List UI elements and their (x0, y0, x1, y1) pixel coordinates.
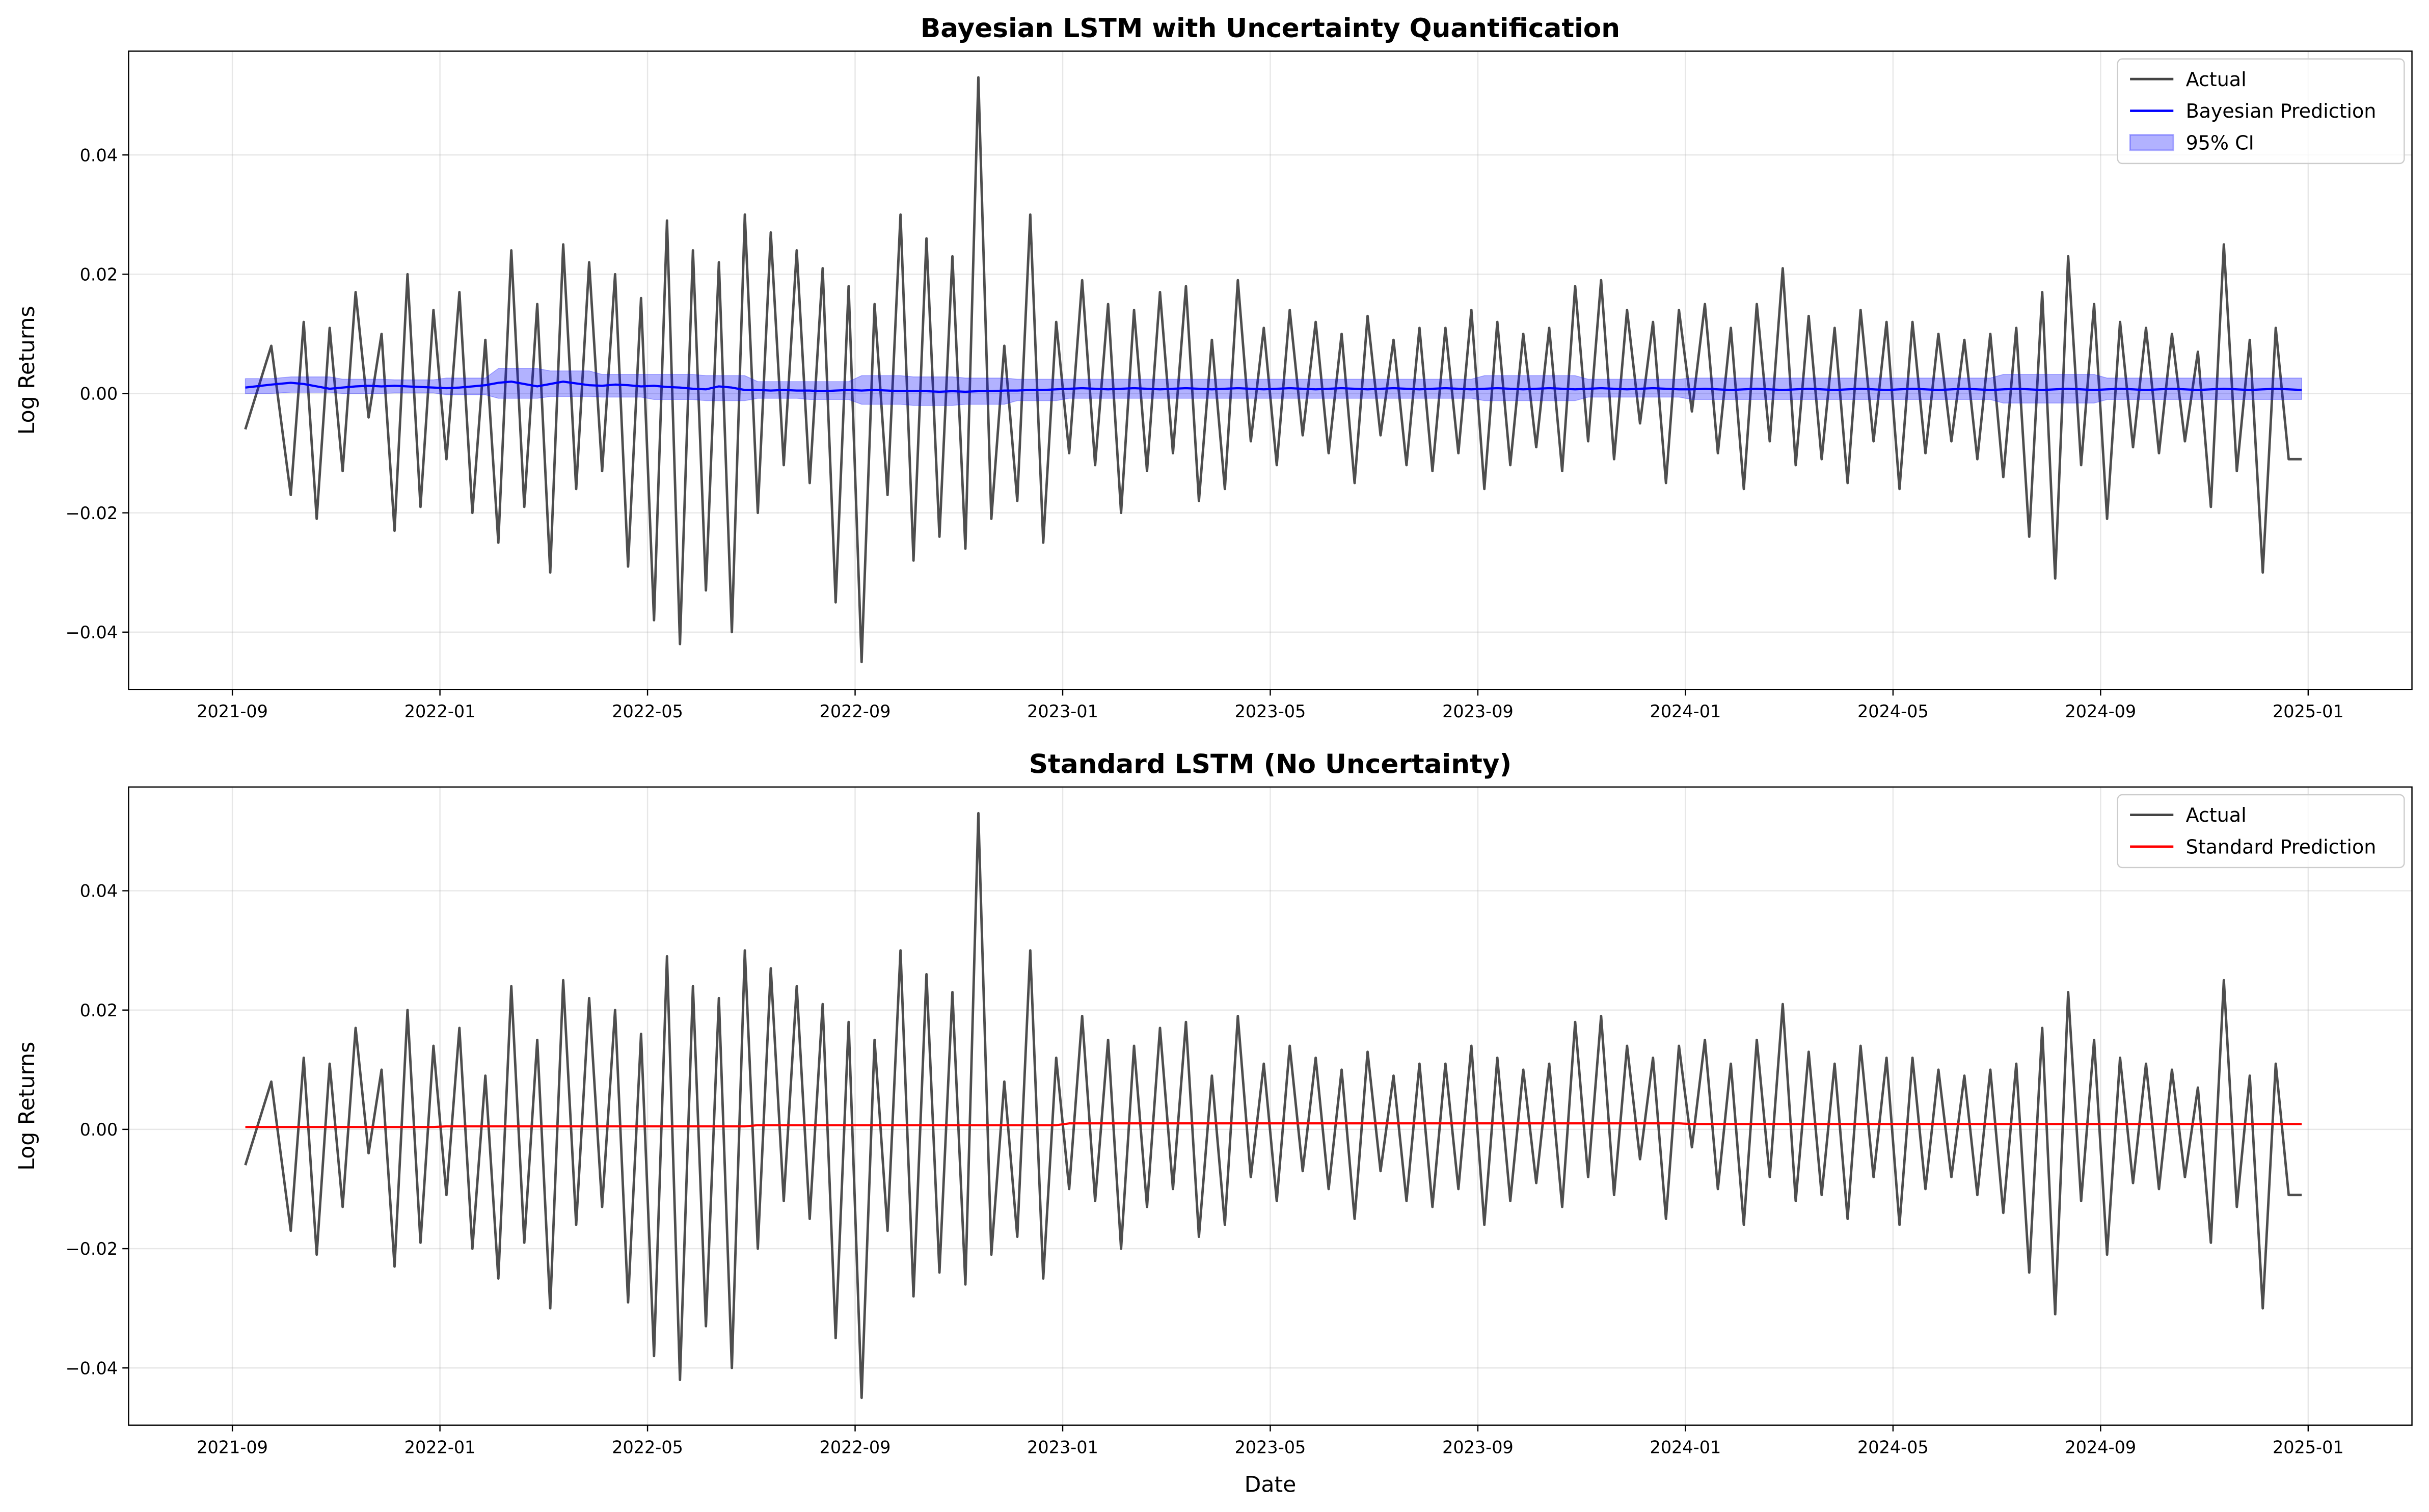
legend-box (2117, 794, 2405, 869)
y-axis-label: Log Returns (14, 306, 40, 435)
x-tick-label: 2022-01 (404, 1437, 476, 1457)
y-tick-label: −0.02 (66, 503, 118, 523)
series-line (245, 1122, 2302, 1128)
x-tick-label: 2021-09 (197, 1437, 268, 1457)
x-tick-label: 2023-09 (1442, 701, 1514, 721)
x-tick-label: 2021-09 (197, 701, 268, 721)
x-tick-label: 2023-05 (1235, 701, 1306, 721)
x-tick-label: 2024-05 (1857, 1437, 1929, 1457)
plot-area (244, 76, 2302, 663)
legend-label: Actual (2186, 804, 2247, 826)
x-tick-label: 2022-05 (612, 701, 683, 721)
legend: Actual Standard Prediction (2117, 794, 2405, 869)
y-tick-label: 0.04 (80, 145, 118, 165)
legend-swatch (2129, 134, 2174, 151)
subplot: −0.04 −0.02 0.00 0.02 0.04 2021-09 2022-01 2022… (14, 13, 2413, 721)
y-tick-label: −0.04 (66, 1358, 118, 1378)
x-tick-label: 2024-09 (2065, 701, 2136, 721)
axes-frame (128, 786, 2413, 1426)
series-line (245, 380, 2302, 393)
y-tick-label: 0.02 (80, 1001, 118, 1020)
x-tick-label: 2023-01 (1027, 1437, 1098, 1457)
x-tick-label: 2025-01 (2273, 701, 2344, 721)
x-tick-label: 2022-05 (612, 1437, 683, 1457)
legend-label: Actual (2186, 68, 2247, 91)
y-axis-label: Log Returns (14, 1042, 40, 1171)
legend: Actual Bayesian Prediction 95% CI (2117, 58, 2405, 165)
y-tick-label: −0.02 (66, 1239, 118, 1259)
legend-label: Standard Prediction (2186, 836, 2377, 858)
legend-box (2117, 58, 2405, 165)
y-tick-label: 0.04 (80, 881, 118, 901)
y-tick-label: 0.02 (80, 264, 118, 284)
x-tick-label: 2024-05 (1857, 701, 1929, 721)
legend-label: Bayesian Prediction (2186, 100, 2377, 122)
x-tick-label: 2023-09 (1442, 1437, 1514, 1457)
x-tick-label: 2022-09 (820, 701, 891, 721)
x-tick-label: 2022-09 (820, 1437, 891, 1457)
x-tick-label: 2023-01 (1027, 701, 1098, 721)
x-tick-label: 2022-01 (404, 701, 476, 721)
plot-area (244, 812, 2302, 1399)
x-tick-label: 2024-09 (2065, 1437, 2136, 1457)
x-tick-label: 2025-01 (2273, 1437, 2344, 1457)
y-tick-label: −0.04 (66, 623, 118, 642)
y-tick-label: 0.00 (80, 384, 118, 404)
x-tick-label: 2023-05 (1235, 1437, 1306, 1457)
confidence-band (245, 368, 2302, 406)
chart-title: Standard LSTM (No Uncertainty) (1029, 749, 1512, 779)
x-axis-label: Date (1245, 1472, 1297, 1497)
axes-frame (128, 50, 2413, 690)
chart-title: Bayesian LSTM with Uncertainty Quantific… (921, 13, 1620, 44)
x-tick-label: 2024-01 (1650, 701, 1721, 721)
legend-label: 95% CI (2186, 132, 2254, 154)
y-tick-label: 0.00 (80, 1120, 118, 1140)
x-tick-label: 2024-01 (1650, 1437, 1721, 1457)
subplot: −0.04 −0.02 0.00 0.02 0.04 2021-09 2022-01 2022… (14, 749, 2413, 1497)
